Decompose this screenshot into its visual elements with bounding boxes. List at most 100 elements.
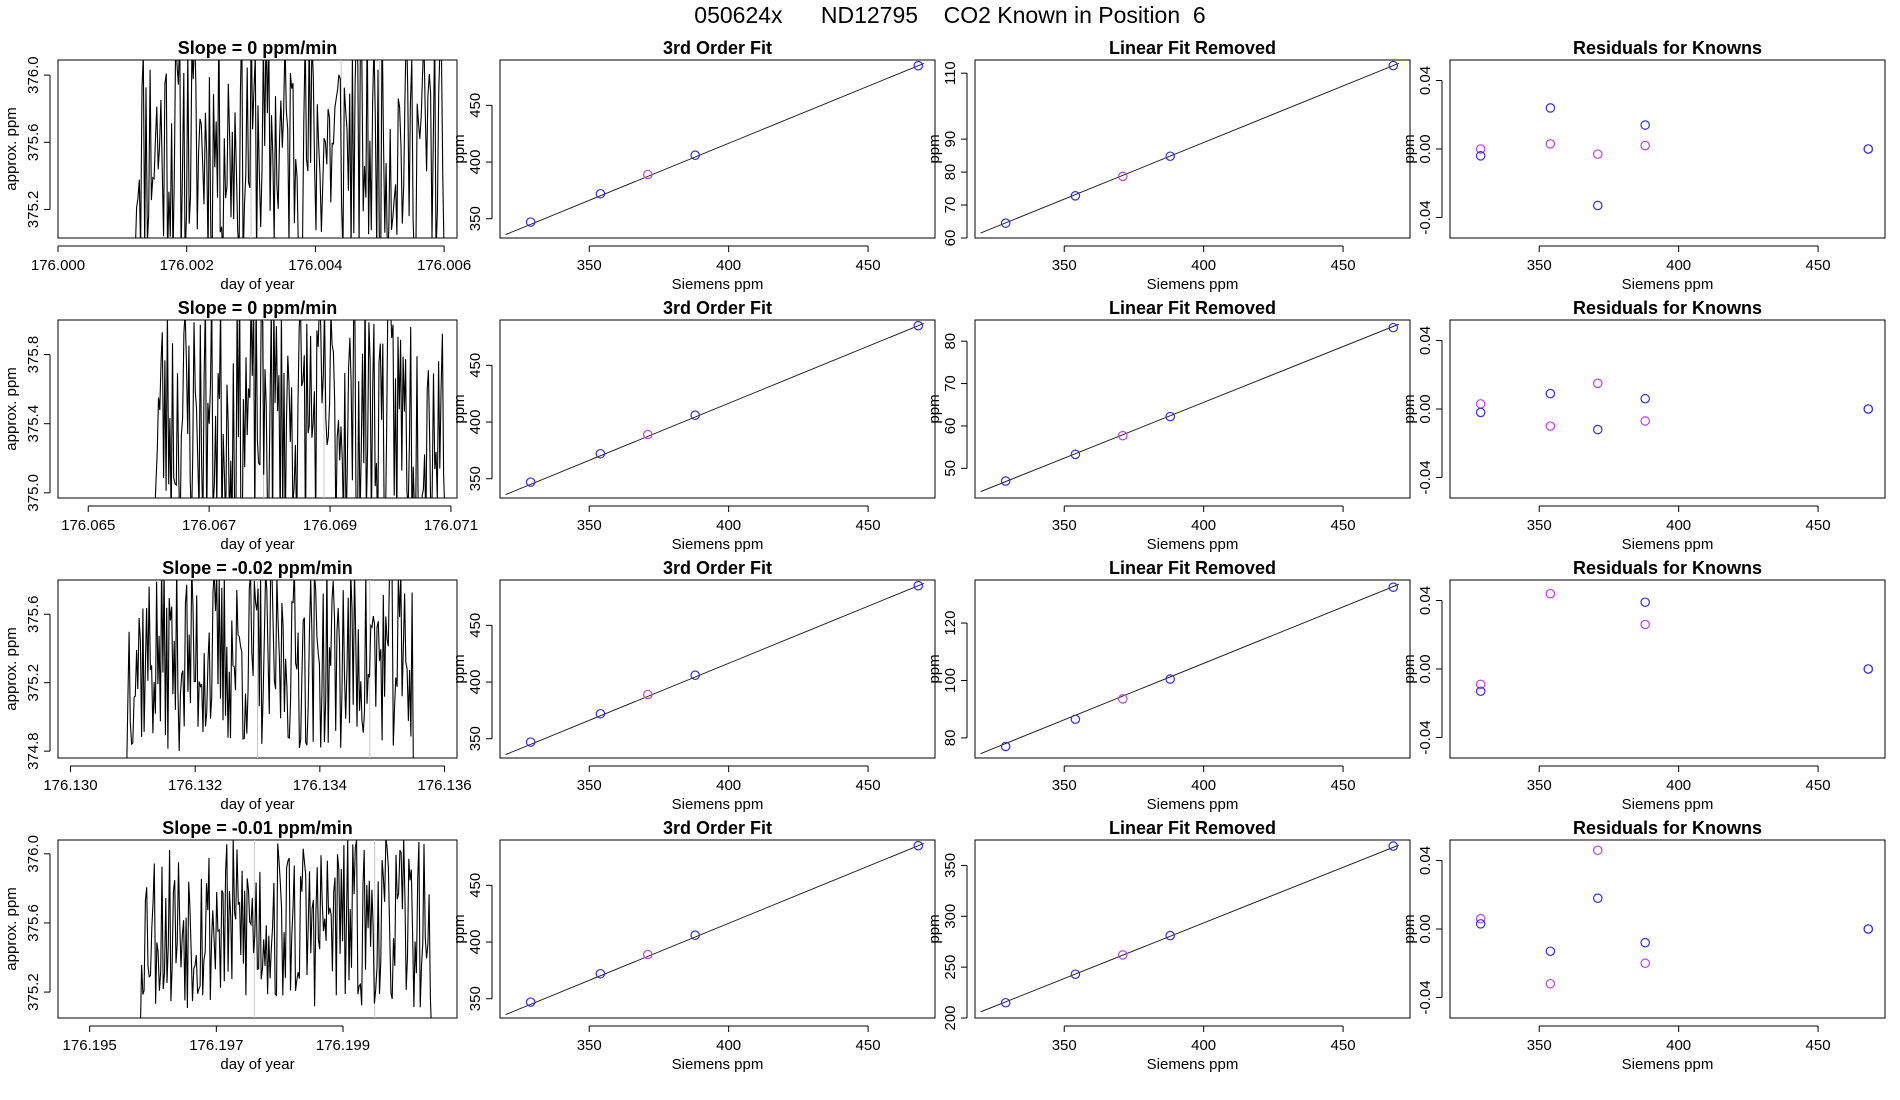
x-tick-label: 450	[1331, 777, 1356, 794]
point-blue	[1475, 151, 1486, 161]
x-axis-label: Siemens ppm	[672, 1056, 764, 1073]
panel-title: 3rd Order Fit	[663, 298, 772, 318]
y-tick-label: 0.00	[1417, 134, 1434, 163]
y-tick-label: 400	[467, 410, 484, 435]
x-tick-label: 176.006	[417, 257, 471, 274]
y-tick-label: 0.00	[1417, 394, 1434, 423]
x-tick-label: 400	[1191, 1037, 1216, 1054]
point-blue	[1863, 144, 1874, 154]
y-tick-label: 200	[942, 1005, 959, 1030]
y-tick-label: 350	[467, 466, 484, 491]
x-tick-label: 350	[577, 517, 602, 534]
point-magenta	[1117, 430, 1128, 441]
data-trace	[140, 840, 432, 1018]
point-blue	[525, 217, 536, 227]
x-tick-label: 400	[1666, 517, 1691, 534]
y-axis-label: ppm	[926, 654, 943, 683]
y-tick-label: 450	[467, 873, 484, 898]
x-tick-label: 400	[716, 1037, 741, 1054]
y-tick-label: 300	[942, 904, 959, 929]
point-magenta	[1475, 399, 1486, 409]
plot-area	[980, 841, 1400, 1013]
x-axis-label: day of year	[220, 276, 294, 293]
point-blue	[1640, 597, 1650, 608]
y-tick-label: 80	[942, 333, 959, 350]
y-tick-label: -0.04	[1417, 980, 1434, 1014]
y-tick-label: 70	[942, 375, 959, 392]
y-axis-label: ppm	[926, 914, 943, 943]
point-blue	[1640, 393, 1650, 404]
y-tick-label: 375.6	[25, 904, 42, 942]
point-blue	[1475, 686, 1486, 697]
y-axis-label: approx. ppm	[3, 367, 20, 450]
point-blue	[525, 737, 536, 747]
x-tick-label: 176.000	[31, 257, 85, 274]
point-blue	[1545, 946, 1556, 957]
y-axis-label: ppm	[926, 394, 943, 423]
point-blue	[1070, 191, 1081, 201]
y-tick-label: 375.2	[25, 191, 42, 229]
panel-r2c4: Residuals for Knowns 350 400 450 Siemens ppm…	[1401, 298, 1886, 553]
x-tick-label: 400	[1191, 257, 1216, 274]
x-tick-label: 176.195	[63, 1037, 117, 1054]
panel-r4c1: Slope = -0.01 ppm/min 176.195 176.197 176.1…	[3, 818, 458, 1073]
y-axis-label: ppm	[1401, 394, 1418, 423]
point-blue	[1545, 103, 1556, 113]
y-tick-label: 350	[467, 986, 484, 1011]
panel-r1c3: Linear Fit Removed 350 400 450 Siemens ppm 60…	[926, 38, 1411, 293]
y-tick-label: 70	[942, 197, 959, 214]
point-magenta	[1545, 588, 1556, 599]
y-tick-label: 375.8	[25, 336, 42, 374]
panel-r2c2: 3rd Order Fit 350 400 450 Siemens ppm 350 400 4…	[451, 298, 936, 553]
point-blue	[1545, 388, 1556, 399]
panel-title: 3rd Order Fit	[663, 38, 772, 58]
point-blue	[1165, 930, 1175, 941]
x-tick-label: 176.069	[303, 517, 357, 534]
point-blue	[1863, 404, 1874, 414]
y-tick-label: 400	[467, 930, 484, 955]
x-tick-label: 450	[1806, 517, 1831, 534]
plot-area	[505, 320, 925, 496]
point-blue	[595, 448, 606, 459]
point-blue	[1000, 218, 1011, 228]
x-tick-label: 450	[1806, 777, 1831, 794]
panel-r3c4: Residuals for Knowns 350 400 450 Siemens ppm…	[1401, 558, 1886, 813]
point-magenta	[1592, 149, 1603, 159]
point-blue	[595, 188, 606, 199]
point-blue	[1070, 714, 1081, 725]
point-blue	[1070, 449, 1081, 460]
point-blue	[595, 968, 606, 979]
point-magenta	[642, 689, 653, 700]
y-tick-label: 375.2	[25, 973, 42, 1011]
point-blue	[1070, 969, 1081, 980]
plot-frame	[57, 59, 458, 239]
y-axis-label: ppm	[1401, 914, 1418, 943]
y-tick-label: 350	[467, 206, 484, 231]
point-magenta	[1475, 144, 1486, 154]
panel-title: Slope = 0 ppm/min	[178, 298, 338, 318]
point-blue	[1592, 424, 1603, 435]
fit-line	[980, 844, 1400, 1013]
y-tick-label: -0.04	[1417, 460, 1434, 494]
plot-frame	[499, 579, 936, 759]
point-magenta	[1545, 978, 1556, 989]
y-tick-label: 0.00	[1417, 914, 1434, 943]
plot-area	[980, 322, 1400, 493]
x-tick-label: 400	[1666, 257, 1691, 274]
fit-line	[980, 62, 1400, 234]
y-tick-label: 80	[942, 164, 959, 181]
plot-area	[1475, 378, 1874, 435]
y-tick-label: 400	[467, 150, 484, 175]
plot-area	[505, 840, 925, 1016]
x-tick-label: 176.071	[424, 517, 478, 534]
point-blue	[690, 670, 700, 681]
panel-r4c2: 3rd Order Fit 350 400 450 Siemens ppm 350 400 4…	[451, 818, 936, 1073]
y-tick-label: 350	[467, 726, 484, 751]
point-magenta	[1592, 845, 1603, 856]
point-magenta	[1640, 619, 1650, 630]
x-tick-label: 350	[577, 1037, 602, 1054]
point-magenta	[1640, 416, 1650, 426]
point-magenta	[1640, 958, 1650, 969]
x-tick-label: 450	[1331, 257, 1356, 274]
x-tick-label: 450	[1331, 517, 1356, 534]
